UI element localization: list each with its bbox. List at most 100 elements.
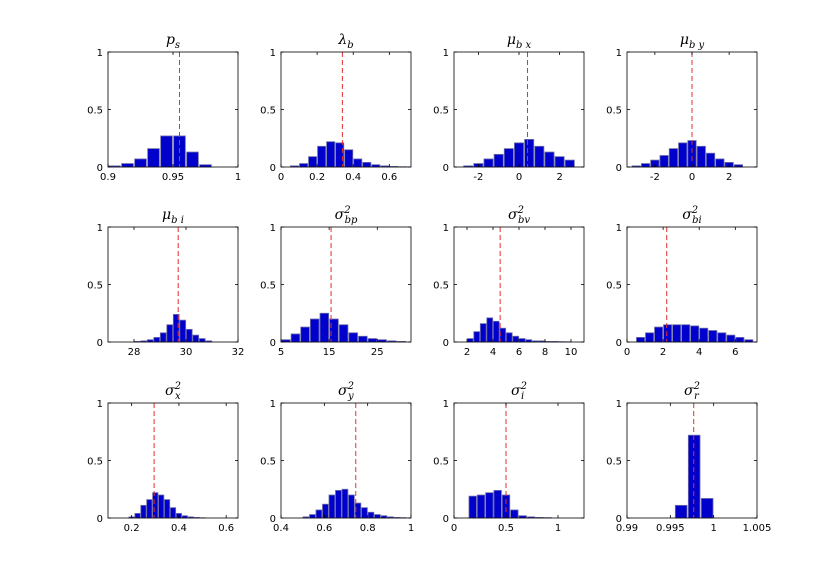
histogram-panel: 0.9 0.95 1 0 0.5 1 ps	[87, 32, 241, 183]
histogram-bar	[640, 163, 651, 168]
histogram-bar	[674, 504, 688, 519]
x-tick-label: 6	[732, 347, 738, 358]
histogram-bar	[146, 499, 153, 519]
y-tick-label: 0.5	[260, 106, 276, 117]
histogram-bar	[505, 332, 513, 343]
histogram-bar	[299, 163, 309, 168]
histogram-bar	[164, 499, 171, 519]
x-tick-label: 2	[660, 347, 666, 358]
histogram-bar	[153, 336, 161, 343]
histogram-bar	[192, 334, 200, 343]
x-tick-label: 0.4	[273, 523, 289, 534]
panel-title: σ2 bp	[335, 205, 358, 226]
y-tick-label: 1	[443, 399, 449, 410]
histogram-bar	[348, 494, 355, 519]
histogram-bar	[564, 159, 575, 168]
histogram-bar	[159, 332, 167, 343]
histogram-bar	[466, 338, 474, 343]
histogram-bar	[493, 489, 502, 519]
histogram-bar	[121, 163, 134, 168]
panel-title: σ2 bi	[682, 205, 702, 226]
x-tick-label: 0.99	[616, 523, 638, 534]
histogram-bar	[308, 156, 318, 168]
histogram-bar	[329, 318, 339, 343]
x-tick-label: -2	[650, 172, 660, 183]
x-tick-label: 0.2	[124, 523, 140, 534]
y-tick-label: 1	[97, 399, 103, 410]
histogram-bar	[353, 158, 363, 168]
y-tick-label: 0.5	[87, 457, 103, 468]
histogram-bar	[169, 507, 177, 519]
histogram-bar	[668, 148, 679, 168]
histogram-bar	[341, 488, 349, 519]
histogram-bar	[700, 498, 714, 519]
y-tick-label: 1	[270, 48, 276, 59]
x-tick-label: 0	[451, 523, 457, 534]
y-tick-label: 0	[97, 514, 103, 525]
histogram-panel: 0.99 0.995 1 1.005 0 0.5 1 σ2 r	[606, 381, 771, 534]
y-tick-label: 0	[443, 514, 449, 525]
histogram-bar	[134, 513, 141, 519]
panel-title: σ2 bv	[508, 205, 530, 226]
y-tick-label: 0	[616, 338, 622, 349]
y-tick-label: 0.5	[433, 106, 449, 117]
x-tick-label: 0	[516, 172, 522, 183]
x-tick-label: 0.6	[316, 523, 332, 534]
x-tick-label: 4	[490, 347, 496, 358]
histogram-panel: 0.4 0.6 0.8 1 0 0.5 1 σ2 y	[260, 381, 414, 534]
y-tick-label: 0.5	[260, 281, 276, 292]
x-tick-label: 0.5	[498, 523, 514, 534]
axes-frame	[107, 51, 239, 168]
y-tick-label: 0.5	[87, 106, 103, 117]
histogram-panel: 2 4 6 8 10 0 0.5 1 σ2 bv	[433, 205, 585, 358]
histogram-panel: 0 2 4 6 0 0.5 1 σ2 bi	[606, 205, 758, 358]
histogram-bar	[186, 151, 199, 168]
x-tick-label: -2	[473, 172, 483, 183]
histogram-bar	[524, 138, 535, 168]
x-tick-label: 2	[464, 347, 470, 358]
histogram-bar	[362, 161, 372, 168]
histogram-bar	[499, 327, 507, 343]
x-tick-label: 1	[555, 523, 561, 534]
x-tick-label: 2	[726, 172, 732, 183]
histogram-bar	[717, 332, 727, 343]
histogram-bar	[309, 514, 316, 519]
histogram-panel: 0 0.5 1 0 0.5 1 σ2 i	[433, 381, 585, 534]
x-tick-label: 0.995	[656, 523, 685, 534]
histogram-bar	[309, 318, 320, 343]
histogram-bar	[708, 330, 718, 343]
x-tick-label: 0.95	[162, 172, 184, 183]
x-tick-label: 0.6	[218, 523, 234, 534]
y-tick-label: 0.5	[433, 281, 449, 292]
y-tick-label: 0	[270, 163, 276, 174]
histogram-bar	[492, 320, 500, 343]
x-tick-label: 1	[235, 172, 241, 183]
panel-title: μb x	[507, 32, 532, 51]
histogram-bar	[322, 503, 329, 519]
histogram-bar	[185, 328, 193, 343]
x-tick-label: 28	[128, 347, 141, 358]
y-tick-label: 0	[270, 338, 276, 349]
histogram-bar	[326, 141, 336, 168]
y-tick-label: 0.5	[433, 457, 449, 468]
histogram-bar	[147, 148, 160, 168]
y-tick-label: 0	[616, 514, 622, 525]
histogram-bar	[468, 495, 477, 519]
y-tick-label: 0	[616, 163, 622, 174]
y-tick-label: 0.5	[606, 457, 622, 468]
x-tick-label: 15	[323, 347, 336, 358]
histogram-bar	[348, 332, 358, 343]
histogram-bar	[493, 153, 504, 168]
histogram-bar	[317, 145, 327, 168]
y-tick-label: 0	[97, 163, 103, 174]
histogram-panel: -2 0 2 0 0.5 1 μb y	[606, 32, 758, 183]
histogram-panel: 0.2 0.4 0.6 0 0.5 1 σ2 x	[87, 381, 239, 534]
panel-title: λb	[337, 32, 353, 51]
histogram-bar	[699, 327, 709, 343]
y-tick-label: 0	[97, 338, 103, 349]
y-tick-label: 1	[270, 223, 276, 234]
histogram-bar	[486, 317, 494, 343]
histogram-bar	[152, 492, 159, 519]
histogram-bar	[485, 492, 494, 519]
histogram-bar	[518, 338, 526, 343]
